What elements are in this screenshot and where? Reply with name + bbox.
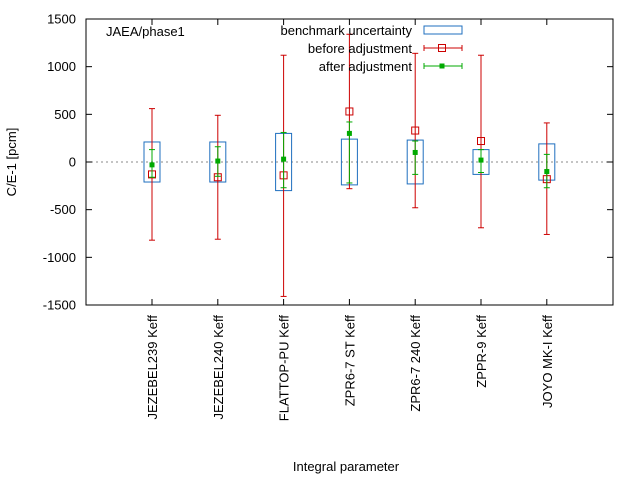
x-tick-label: JEZEBEL240 Keff xyxy=(211,315,226,420)
y-tick-label: 1000 xyxy=(47,59,76,74)
after-point xyxy=(544,169,550,175)
before-point xyxy=(477,137,485,146)
y-tick-label: 500 xyxy=(54,107,76,122)
x-tick-label: JOYO MK-I Keff xyxy=(540,315,555,408)
after-point xyxy=(215,158,221,164)
data-layer xyxy=(143,33,556,297)
x-tick-label: ZPPR-9 Keff xyxy=(474,315,489,388)
legend-label: before adjustment xyxy=(308,41,412,56)
y-tick-label: -1500 xyxy=(43,298,76,313)
axes-layer: -1500 -1000 -500 0 500 1000 1500 JEZEBEL239 Kef… xyxy=(43,12,614,422)
x-tick-label: ZPR6-7 ST Keff xyxy=(342,315,357,407)
before-point xyxy=(345,107,354,116)
x-tick-label: FLATTOP-PU Keff xyxy=(277,315,292,422)
after-point xyxy=(412,149,418,155)
chart-annotation: JAEA/phase1 xyxy=(106,24,185,39)
y-tick-label: -1000 xyxy=(43,250,76,265)
legend-swatch-box xyxy=(423,25,463,35)
legend: benchmark uncertainty before adjustment af… xyxy=(280,23,463,74)
x-axis-title: Integral parameter xyxy=(293,459,400,474)
after-point xyxy=(149,162,155,168)
legend-label: benchmark uncertainty xyxy=(280,23,412,38)
y-tick-label: -500 xyxy=(50,202,76,217)
before-point xyxy=(411,126,420,135)
legend-swatch-marker xyxy=(439,63,445,69)
after-point xyxy=(478,157,484,163)
y-tick-label: 0 xyxy=(69,155,76,170)
x-tick-label: ZPR6-7 240 Keff xyxy=(408,315,423,412)
y-axis-title: C/E-1 [pcm] xyxy=(4,128,19,197)
after-point xyxy=(281,156,287,162)
after-point xyxy=(346,130,352,136)
legend-label: after adjustment xyxy=(319,59,413,74)
y-tick-label: 1500 xyxy=(47,12,76,27)
x-tick-label: JEZEBEL239 Keff xyxy=(145,315,160,420)
legend-swatch-marker xyxy=(438,44,446,52)
